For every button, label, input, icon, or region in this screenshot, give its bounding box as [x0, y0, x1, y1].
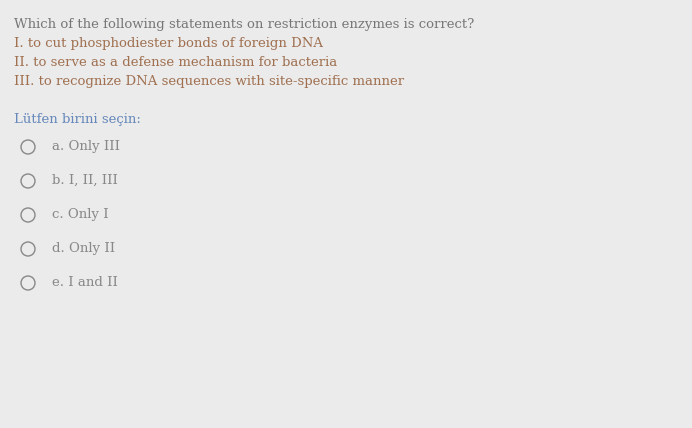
Text: b. I, II, III: b. I, II, III — [52, 174, 118, 187]
Text: e. I and II: e. I and II — [52, 276, 118, 289]
Text: Which of the following statements on restriction enzymes is correct?: Which of the following statements on res… — [14, 18, 474, 31]
Text: d. Only II: d. Only II — [52, 242, 115, 255]
Text: c. Only I: c. Only I — [52, 208, 109, 221]
Text: a. Only III: a. Only III — [52, 140, 120, 153]
Text: III. to recognize DNA sequences with site-specific manner: III. to recognize DNA sequences with sit… — [14, 75, 404, 88]
Text: I. to cut phosphodiester bonds of foreign DNA: I. to cut phosphodiester bonds of foreig… — [14, 37, 323, 50]
Text: II. to serve as a defense mechanism for bacteria: II. to serve as a defense mechanism for … — [14, 56, 337, 69]
Text: Lütfen birini seçin:: Lütfen birini seçin: — [14, 113, 141, 126]
